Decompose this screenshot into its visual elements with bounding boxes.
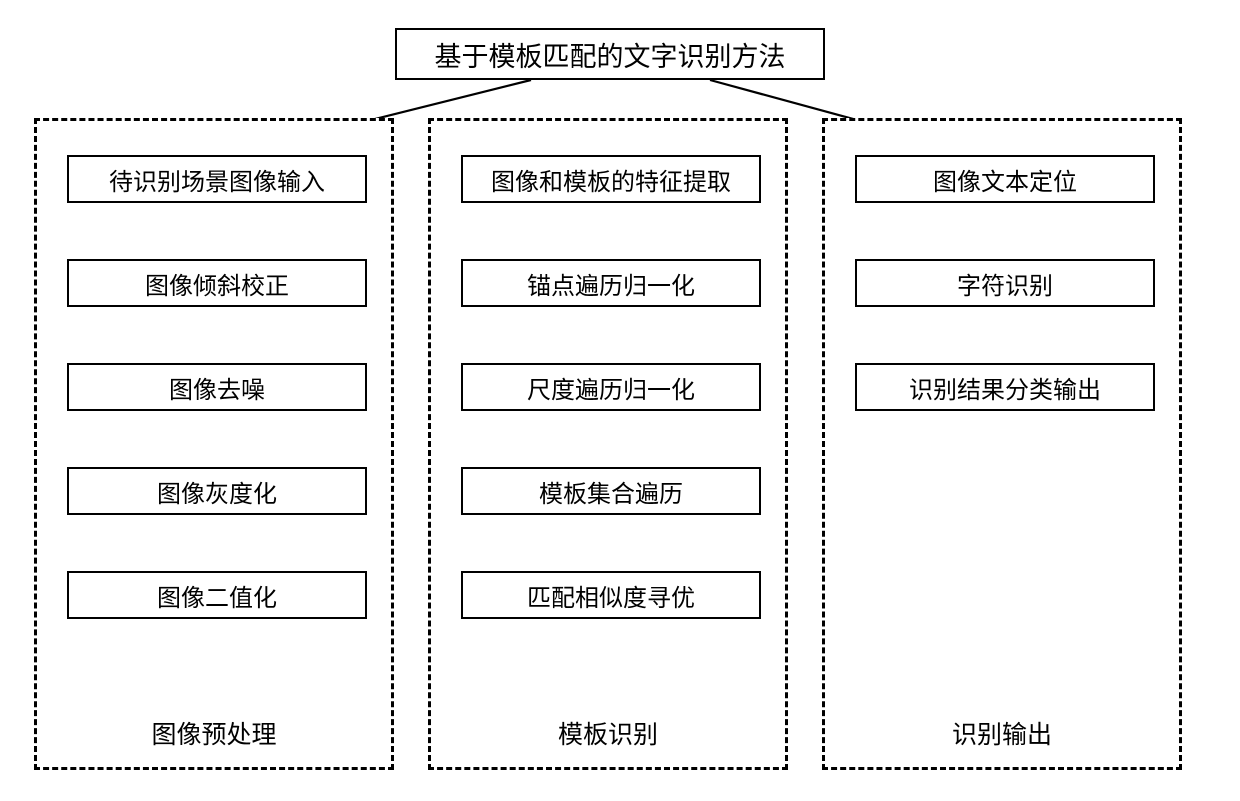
step-label: 识别结果分类输出 [909, 370, 1101, 405]
step-label: 图像倾斜校正 [145, 266, 289, 301]
step-label: 尺度遍历归一化 [527, 370, 695, 405]
step-box: 图像倾斜校正 [67, 259, 367, 307]
diagram-canvas: 基于模板匹配的文字识别方法 待识别场景图像输入 图像倾斜校正 图像去噪 图像灰度… [0, 0, 1240, 801]
group-label-text: 识别输出 [952, 722, 1052, 749]
step-label: 图像去噪 [169, 370, 265, 405]
step-box: 锚点遍历归一化 [461, 259, 761, 307]
group-label-text: 图像预处理 [151, 722, 276, 749]
step-label: 模板集合遍历 [539, 474, 683, 509]
title-text: 基于模板匹配的文字识别方法 [435, 35, 786, 74]
step-label: 图像灰度化 [157, 474, 277, 509]
step-box: 图像灰度化 [67, 467, 367, 515]
group-label: 识别输出 [825, 715, 1179, 751]
step-box: 图像去噪 [67, 363, 367, 411]
group-template-recognition: 图像和模板的特征提取 锚点遍历归一化 尺度遍历归一化 模板集合遍历 匹配相似度寻… [428, 118, 788, 770]
step-box: 图像二值化 [67, 571, 367, 619]
title-box: 基于模板匹配的文字识别方法 [395, 28, 825, 80]
step-label: 字符识别 [957, 266, 1053, 301]
step-label: 图像和模板的特征提取 [491, 162, 731, 197]
step-label: 图像文本定位 [933, 162, 1077, 197]
step-box: 图像和模板的特征提取 [461, 155, 761, 203]
step-label: 图像二值化 [157, 578, 277, 613]
step-box: 模板集合遍历 [461, 467, 761, 515]
group-image-preprocess: 待识别场景图像输入 图像倾斜校正 图像去噪 图像灰度化 图像二值化 图像预处理 [34, 118, 394, 770]
step-box: 匹配相似度寻优 [461, 571, 761, 619]
step-box: 图像文本定位 [855, 155, 1155, 203]
step-box: 待识别场景图像输入 [67, 155, 367, 203]
group-recognition-output: 图像文本定位 字符识别 识别结果分类输出 识别输出 [822, 118, 1182, 770]
step-box: 字符识别 [855, 259, 1155, 307]
group-label: 模板识别 [431, 715, 785, 751]
step-label: 匹配相似度寻优 [527, 578, 695, 613]
step-label: 锚点遍历归一化 [527, 266, 695, 301]
group-label-text: 模板识别 [558, 722, 658, 749]
step-label: 待识别场景图像输入 [109, 162, 325, 197]
step-box: 尺度遍历归一化 [461, 363, 761, 411]
group-label: 图像预处理 [37, 715, 391, 751]
step-box: 识别结果分类输出 [855, 363, 1155, 411]
